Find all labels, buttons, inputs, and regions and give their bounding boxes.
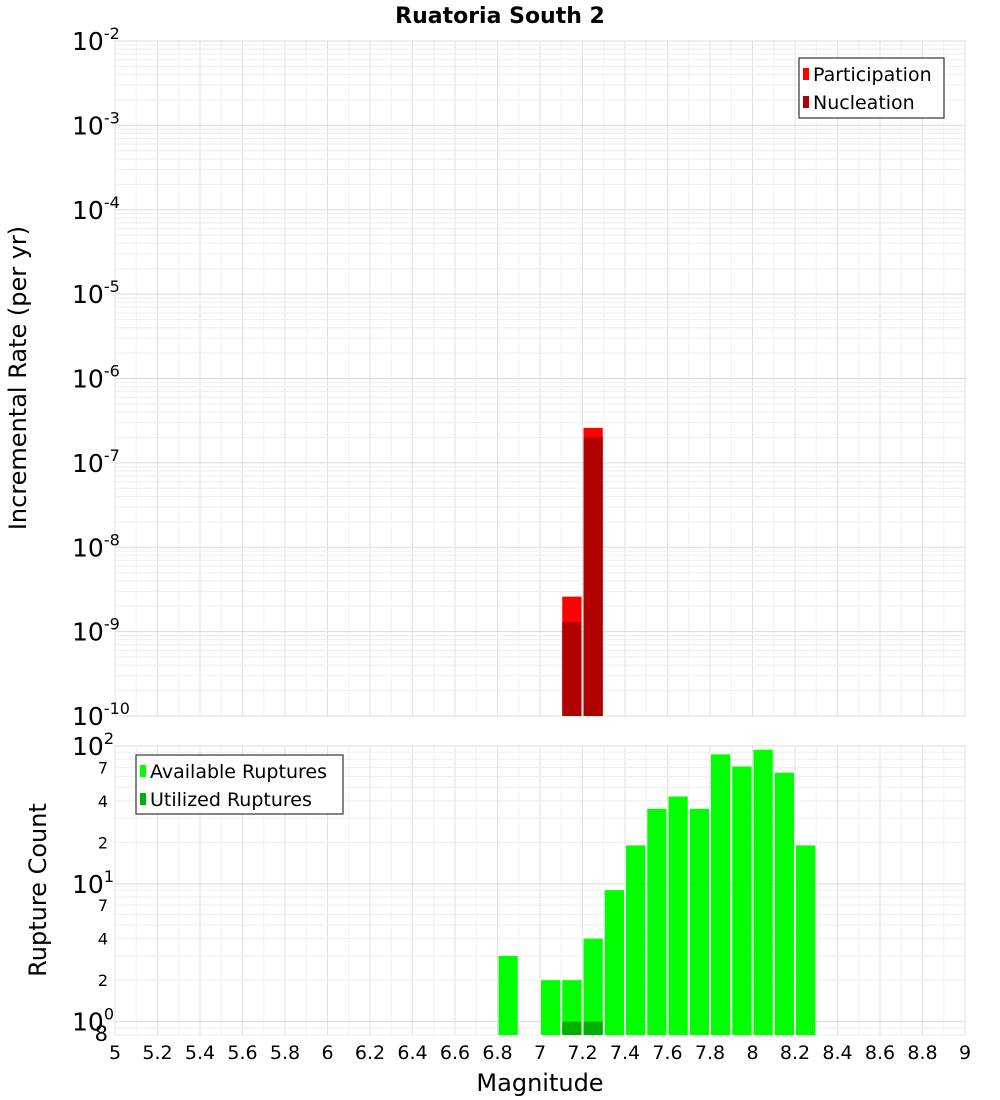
top-legend: Participation Nucleation xyxy=(798,57,945,119)
legend-box xyxy=(798,57,945,119)
bottom-bar-available-ruptures xyxy=(753,749,773,1035)
bottom-bar-available-ruptures xyxy=(732,766,752,1035)
legend-label: Participation xyxy=(813,64,932,86)
x-tick-labels: 5 5.2 5.4 5.6 5.8 6 6.2 6.4 6.6 6.8 7 7.2 7.4 7.6 7.8 8… xyxy=(109,1042,971,1064)
x-tick-label: 8.8 xyxy=(907,1042,937,1064)
top-bar-nucleation xyxy=(562,622,582,716)
top-y-tick-label: 10-9 xyxy=(72,615,120,647)
bottom-bar-available-ruptures xyxy=(604,890,624,1035)
x-tick-label: 7.6 xyxy=(652,1042,682,1064)
legend-label: Available Ruptures xyxy=(150,761,327,783)
top-y-tick-labels: 10-2 10-3 10-4 10-5 10-6 10-7 10-8 10-9 10-10 xyxy=(72,24,130,731)
legend-box xyxy=(135,754,344,815)
bottom-bar-available-ruptures xyxy=(562,980,582,1035)
bottom-y-tick-label: 100 xyxy=(72,1005,114,1037)
top-gridlines xyxy=(114,40,966,717)
x-tick-label: 8.4 xyxy=(822,1042,852,1064)
x-tick-label: 8.6 xyxy=(865,1042,895,1064)
bottom-bar-available-ruptures xyxy=(647,808,667,1035)
bottom-bar-utilized-ruptures xyxy=(583,1021,603,1035)
chart-title: Ruatoria South 2 xyxy=(395,4,605,29)
x-tick-label: 8.2 xyxy=(780,1042,810,1064)
x-tick-label: 7.4 xyxy=(610,1042,640,1064)
x-tick-label: 6.8 xyxy=(482,1042,512,1064)
bottom-bar-available-ruptures xyxy=(774,772,794,1035)
bottom-bar-available-ruptures xyxy=(626,845,646,1035)
x-tick-label: 6 xyxy=(321,1042,333,1064)
x-tick-label: 5.8 xyxy=(270,1042,300,1064)
top-bar-nucleation xyxy=(583,437,603,716)
bottom-bar-utilized-ruptures xyxy=(562,1021,582,1035)
legend-swatch xyxy=(803,68,809,80)
top-y-tick-label: 10-6 xyxy=(72,362,120,394)
x-tick-label: 5.4 xyxy=(185,1042,215,1064)
top-y-tick-label: 10-5 xyxy=(72,277,120,309)
top-y-tick-label: 10-8 xyxy=(72,530,120,562)
bottom-y-tick-label: 8 xyxy=(95,1022,108,1046)
top-bars xyxy=(562,427,603,716)
bottom-legend: Available Ruptures Utilized Ruptures xyxy=(135,754,344,815)
x-axis-label: Magnitude xyxy=(476,1069,603,1097)
top-y-axis-label: Incremental Rate (per yr) xyxy=(4,226,32,530)
x-tick-label: 5.2 xyxy=(142,1042,172,1064)
top-y-tick-label: 10-7 xyxy=(72,446,120,478)
bottom-bars xyxy=(498,749,816,1035)
bottom-y-tick-label: 101 xyxy=(72,867,114,899)
top-plot: 10-2 10-3 10-4 10-5 10-6 10-7 10-8 10-9 10-10 In… xyxy=(4,24,966,731)
x-tick-label: 5 xyxy=(109,1042,121,1064)
bottom-bar-available-ruptures xyxy=(541,980,561,1035)
bottom-bar-available-ruptures xyxy=(583,938,603,1035)
x-tick-label: 6.6 xyxy=(440,1042,470,1064)
top-y-tick-label: 10-3 xyxy=(72,108,120,140)
bottom-bar-available-ruptures xyxy=(498,955,518,1035)
legend-swatch xyxy=(140,765,146,777)
top-y-tick-label: 10-2 xyxy=(72,24,120,56)
x-tick-label: 9 xyxy=(959,1042,971,1064)
bottom-y-tick-label: 7 xyxy=(98,758,108,777)
bottom-y-tick-label: 4 xyxy=(98,792,108,811)
x-tick-label: 7.8 xyxy=(695,1042,725,1064)
legend-label: Nucleation xyxy=(813,92,915,114)
bottom-y-tick-label: 2 xyxy=(98,833,108,852)
legend-swatch xyxy=(140,793,146,805)
x-tick-label: 6.2 xyxy=(355,1042,385,1064)
bottom-bar-available-ruptures xyxy=(796,845,816,1035)
bottom-bar-available-ruptures xyxy=(711,754,731,1035)
top-y-tick-label: 10-4 xyxy=(72,193,120,225)
x-tick-label: 6.4 xyxy=(397,1042,427,1064)
top-y-tick-label: 10-10 xyxy=(72,699,130,731)
bottom-bar-available-ruptures xyxy=(689,808,709,1035)
bottom-y-tick-label: 7 xyxy=(98,896,108,915)
bottom-y-tick-label: 4 xyxy=(98,930,108,949)
legend-swatch xyxy=(803,96,809,108)
x-tick-label: 7 xyxy=(534,1042,546,1064)
x-tick-label: 7.2 xyxy=(567,1042,597,1064)
x-tick-label: 5.6 xyxy=(227,1042,257,1064)
bottom-y-tick-label: 102 xyxy=(72,729,114,761)
bottom-bar-available-ruptures xyxy=(668,796,688,1035)
x-tick-label: 8 xyxy=(746,1042,758,1064)
bottom-y-axis-label: Rupture Count xyxy=(24,803,52,977)
legend-label: Utilized Ruptures xyxy=(150,789,312,811)
bottom-y-tick-label: 2 xyxy=(98,971,108,990)
